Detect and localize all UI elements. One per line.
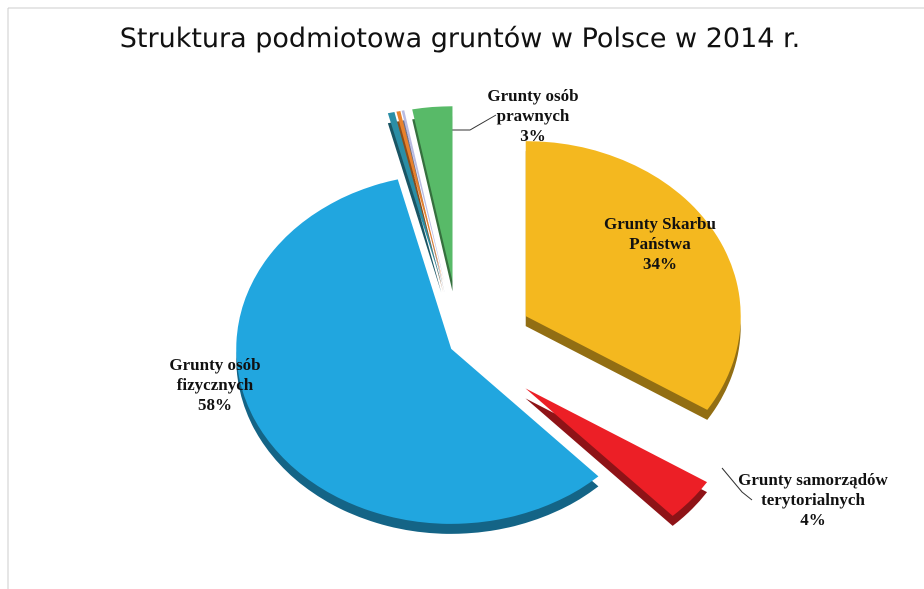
slice bbox=[525, 388, 708, 516]
value-label: 58% bbox=[198, 395, 232, 414]
chart-title: Struktura podmiotowa gruntów w Polsce w … bbox=[119, 23, 801, 54]
slice-side bbox=[387, 121, 442, 293]
value-label: 34% bbox=[643, 254, 677, 273]
category-label: Grunty osób prawnych bbox=[487, 86, 579, 125]
category-label: Grunty Skarbu Państwa bbox=[604, 214, 716, 253]
value-label: 4% bbox=[800, 510, 826, 529]
slice bbox=[412, 106, 453, 282]
data-label: Grunty samorządów terytorialnych 4% bbox=[738, 470, 888, 530]
leader-line bbox=[721, 467, 753, 501]
slice bbox=[396, 110, 444, 283]
data-label: Grunty osób fizycznych 58% bbox=[150, 355, 280, 415]
category-label: Grunty samorządów terytorialnych bbox=[738, 470, 888, 509]
value-label: 3% bbox=[520, 126, 546, 145]
slice bbox=[387, 111, 442, 283]
slice bbox=[525, 141, 741, 410]
category-label: Grunty osób fizycznych bbox=[169, 355, 261, 394]
data-label: Grunty osób prawnych 3% bbox=[478, 86, 588, 146]
slice bbox=[401, 110, 445, 283]
slice bbox=[236, 179, 599, 524]
data-label: Grunty Skarbu Państwa 34% bbox=[575, 214, 745, 274]
